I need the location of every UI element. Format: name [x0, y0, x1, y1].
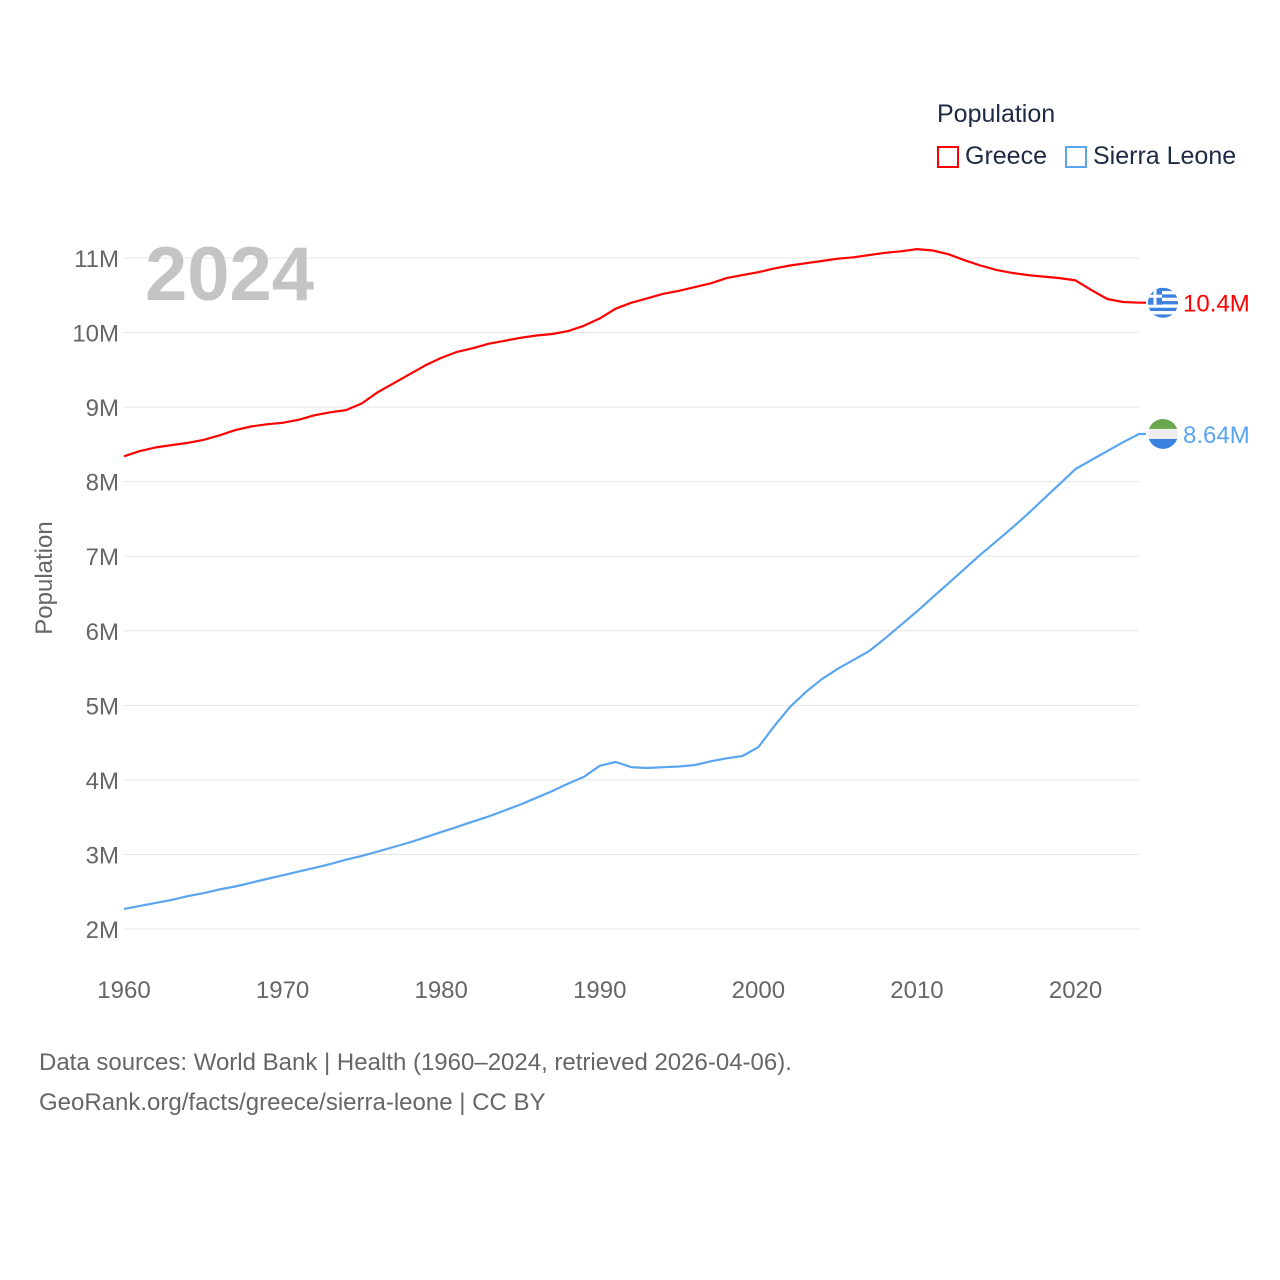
y-tick-label: 2M: [86, 917, 119, 944]
legend-label-greece: Greece: [965, 142, 1047, 170]
x-tick-label: 1990: [573, 977, 626, 1004]
series-line-greece: [123, 248, 1146, 458]
footer: Data sources: World Bank | Health (1960–…: [39, 1043, 792, 1123]
legend-label-sierra-leone: Sierra Leone: [1092, 142, 1237, 170]
y-tick-label: 7M: [86, 544, 119, 571]
y-tick-label: 5M: [86, 693, 119, 720]
y-tick-label: 9M: [86, 395, 119, 422]
x-tick-label: 2010: [890, 977, 943, 1004]
y-tick-label: 6M: [86, 619, 119, 646]
y-tick-label: 10M: [72, 321, 119, 348]
series-line-sierra-leone: [123, 432, 1146, 910]
legend-title: Population: [937, 100, 1056, 128]
x-tick-label: 2020: [1049, 977, 1102, 1004]
year-watermark: 2024: [145, 232, 314, 317]
source-link[interactable]: GeoRank.org/facts/greece/sierra-leone | …: [39, 1089, 546, 1116]
legend-item-greece[interactable]: Greece: [937, 142, 1047, 171]
end-value-label: 8.64M: [1183, 422, 1250, 449]
y-tick-label: 8M: [86, 470, 119, 497]
y-tick-label: 3M: [86, 842, 119, 869]
x-tick-label: 2000: [732, 977, 785, 1004]
legend: Greece Sierra Leone: [937, 142, 1236, 171]
y-tick-label: 4M: [86, 768, 119, 795]
greece-flag-icon: [1148, 287, 1178, 318]
sierra-leone-flag-icon: [1148, 418, 1178, 449]
x-tick-label: 1970: [256, 977, 309, 1004]
data-sources: Data sources: World Bank | Health (1960–…: [39, 1049, 792, 1076]
legend-swatch-sierra-leone: [1064, 145, 1087, 168]
y-axis-label: Population: [31, 521, 58, 634]
legend-swatch-greece: [937, 145, 959, 168]
x-tick-label: 1960: [97, 977, 150, 1004]
x-tick-label: 1980: [414, 977, 467, 1004]
legend-item-sierra-leone[interactable]: Sierra Leone: [1064, 142, 1237, 171]
end-value-label: 10.4M: [1183, 291, 1250, 318]
y-tick-label: 11M: [74, 246, 119, 273]
